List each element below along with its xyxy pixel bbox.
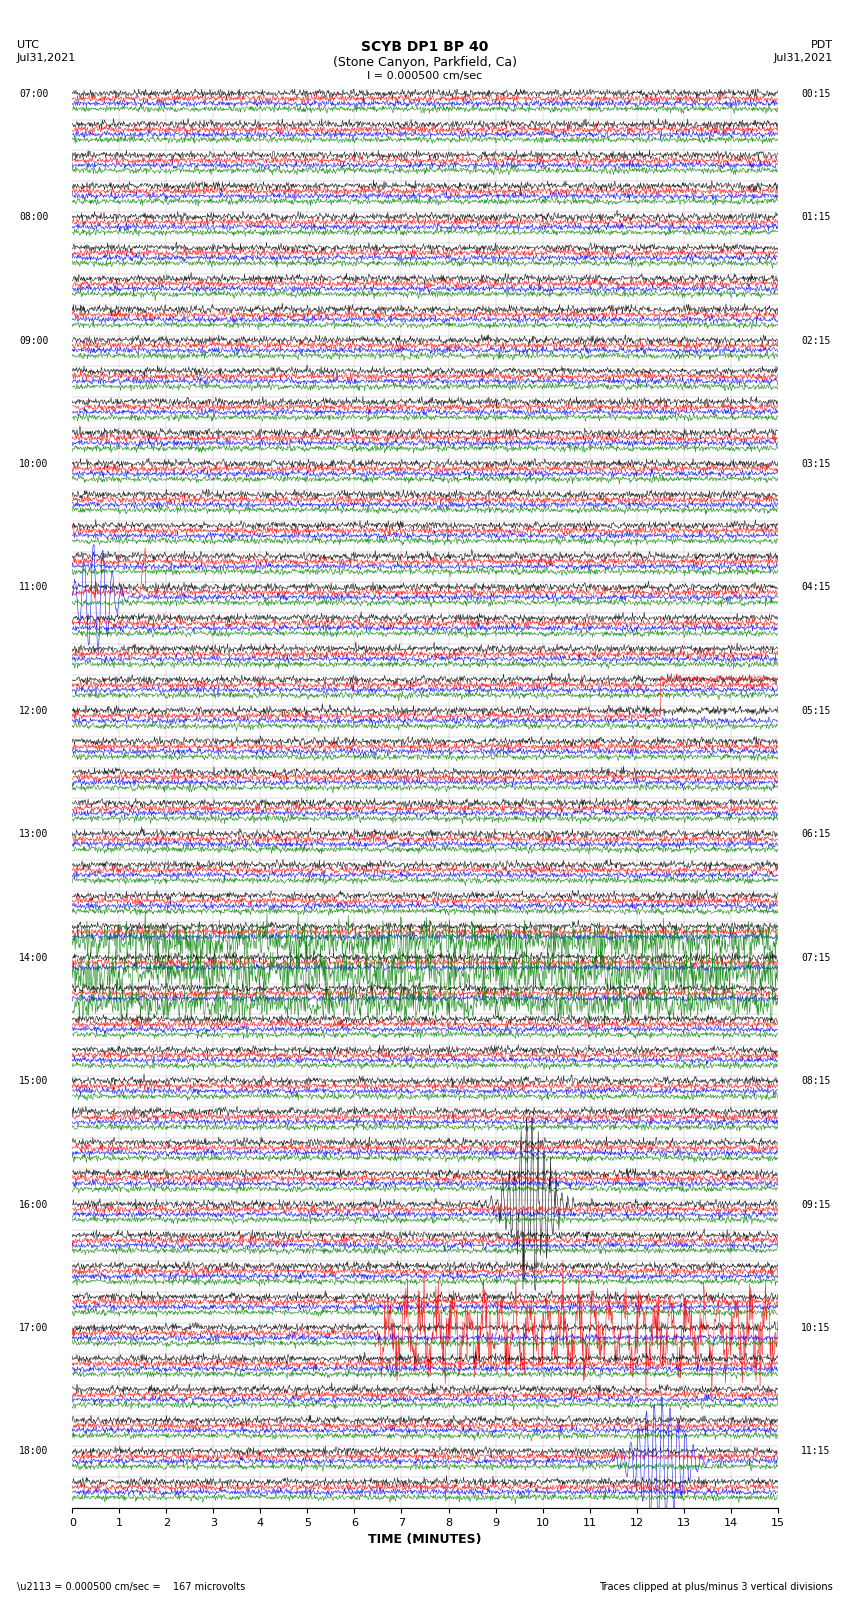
Text: UTC: UTC (17, 40, 39, 50)
Text: 02:15: 02:15 (802, 336, 830, 345)
Text: 06:15: 06:15 (802, 829, 830, 839)
Text: 09:15: 09:15 (802, 1200, 830, 1210)
Text: 18:00: 18:00 (20, 1447, 48, 1457)
Text: 05:15: 05:15 (802, 706, 830, 716)
Text: 08:00: 08:00 (20, 213, 48, 223)
Text: 01:15: 01:15 (802, 213, 830, 223)
Text: 04:15: 04:15 (802, 582, 830, 592)
Text: 07:00: 07:00 (20, 89, 48, 98)
Text: SCYB DP1 BP 40: SCYB DP1 BP 40 (361, 40, 489, 55)
Text: 00:15: 00:15 (802, 89, 830, 98)
Text: 13:00: 13:00 (20, 829, 48, 839)
Text: 07:15: 07:15 (802, 953, 830, 963)
Text: 14:00: 14:00 (20, 953, 48, 963)
Text: 03:15: 03:15 (802, 460, 830, 469)
Text: 10:15: 10:15 (802, 1323, 830, 1332)
Text: 16:00: 16:00 (20, 1200, 48, 1210)
X-axis label: TIME (MINUTES): TIME (MINUTES) (368, 1534, 482, 1547)
Text: \u2113 = 0.000500 cm/sec =    167 microvolts: \u2113 = 0.000500 cm/sec = 167 microvolt… (17, 1582, 246, 1592)
Text: I = 0.000500 cm/sec: I = 0.000500 cm/sec (367, 71, 483, 81)
Text: 12:00: 12:00 (20, 706, 48, 716)
Text: 10:00: 10:00 (20, 460, 48, 469)
Text: 11:00: 11:00 (20, 582, 48, 592)
Text: 09:00: 09:00 (20, 336, 48, 345)
Text: 11:15: 11:15 (802, 1447, 830, 1457)
Text: Traces clipped at plus/minus 3 vertical divisions: Traces clipped at plus/minus 3 vertical … (599, 1582, 833, 1592)
Text: (Stone Canyon, Parkfield, Ca): (Stone Canyon, Parkfield, Ca) (333, 56, 517, 69)
Text: 17:00: 17:00 (20, 1323, 48, 1332)
Text: PDT: PDT (811, 40, 833, 50)
Text: 15:00: 15:00 (20, 1076, 48, 1086)
Text: Jul31,2021: Jul31,2021 (774, 53, 833, 63)
Text: 08:15: 08:15 (802, 1076, 830, 1086)
Text: Jul31,2021: Jul31,2021 (17, 53, 76, 63)
